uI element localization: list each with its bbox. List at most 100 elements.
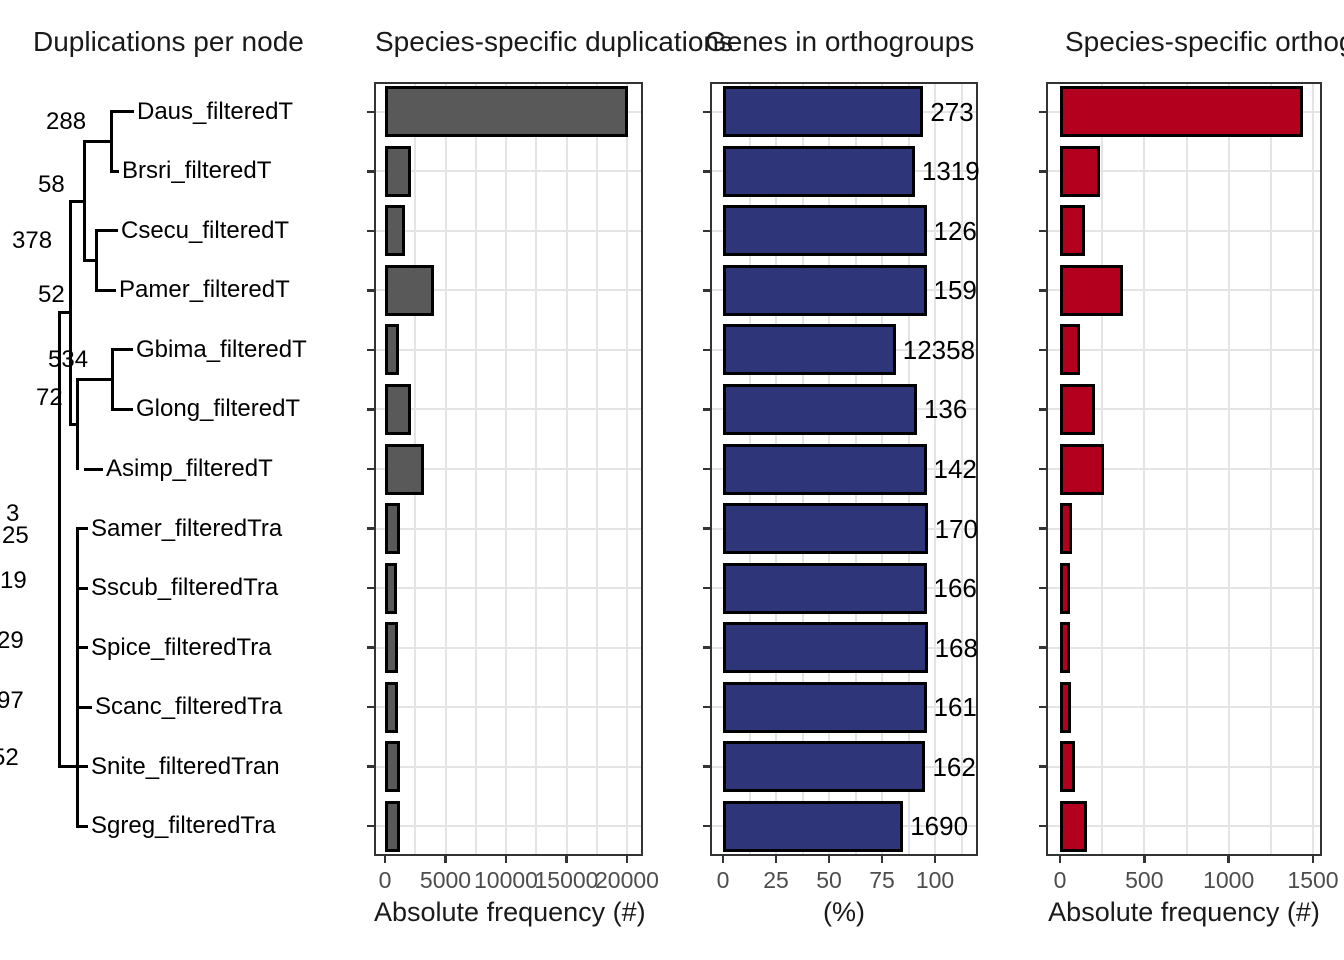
bar-value-label: 136 (923, 394, 968, 425)
y-tick-mark (367, 348, 374, 352)
bar-value-label: 168 (934, 632, 978, 663)
tree-branch-horizontal (112, 348, 133, 352)
bar-value-label: 126 (933, 215, 977, 246)
y-tick-mark (703, 646, 710, 649)
bar-blue-sgreg (723, 800, 904, 852)
gridline-horizontal (376, 408, 641, 411)
tree-node-label: 29 (0, 627, 24, 654)
tree-branch-vertical (109, 110, 113, 173)
y-tick-mark (1039, 824, 1046, 828)
bar-value-label: 161 (933, 692, 977, 723)
y-tick-mark (367, 765, 374, 768)
y-tick-mark (1039, 348, 1046, 352)
gridline-horizontal (376, 646, 641, 649)
title-genes-in-orthogroups: Genes in orthogroups (705, 26, 975, 57)
y-tick-mark (367, 527, 374, 530)
bar-blue-sscub (723, 562, 927, 614)
x-tick-mark (1227, 856, 1230, 863)
bar-blue-daus (723, 86, 924, 138)
gridline-horizontal (1048, 468, 1320, 470)
y-tick-mark (703, 408, 710, 411)
bar-blue-glong (723, 383, 917, 435)
title-species-specific-duplications: Species-specific duplications (375, 26, 733, 57)
tree-branch-horizontal (111, 110, 134, 114)
y-tick-mark (703, 467, 710, 471)
bar-value-label: 273 (930, 96, 974, 127)
species-label-daus: Daus_filteredT (137, 97, 294, 125)
x-tick-label: 100 (915, 867, 955, 893)
bar-blue-samer (723, 503, 928, 555)
tree-branch-horizontal (77, 705, 92, 709)
bar-red-csecu (1060, 205, 1086, 257)
y-tick-mark (367, 110, 374, 114)
x-tick-mark (625, 856, 629, 863)
y-tick-mark (1039, 289, 1046, 292)
gridline-horizontal (376, 468, 641, 470)
tree-branch-horizontal (70, 422, 77, 426)
bar-red-sgreg (1060, 800, 1087, 852)
gridline-horizontal (376, 587, 641, 590)
bar-gray-spice (385, 622, 399, 674)
bar-gray-gbima (385, 324, 399, 376)
bar-gray-sscub (385, 562, 398, 614)
y-tick-mark (703, 705, 710, 709)
tree-node-label: 52 (38, 281, 65, 308)
bar-red-sscub (1060, 562, 1071, 614)
y-tick-mark (367, 170, 374, 173)
tree-branch-horizontal (112, 407, 133, 411)
tree-node-label: 97 (0, 687, 24, 714)
x-tick-label: 1500 (1287, 867, 1339, 893)
tree-node-label: 58 (38, 171, 65, 198)
gridline-horizontal (376, 706, 641, 709)
tree-branch-vertical (57, 311, 61, 769)
y-tick-mark (703, 289, 710, 292)
x-tick-mark (444, 856, 447, 863)
bar-gray-samer (385, 503, 400, 555)
x-tick-mark (880, 856, 884, 863)
tree-node-label: 72 (36, 384, 63, 411)
bar-gray-csecu (385, 205, 405, 257)
tree-branch-horizontal (59, 311, 70, 315)
x-tick-mark (1311, 856, 1315, 863)
gridline-horizontal (1048, 170, 1320, 173)
gray-x-axis-title: Absolute frequency (#) (374, 897, 646, 927)
x-tick-label: 25 (763, 867, 789, 893)
species-label-sscub: Sscub_filteredTra (91, 574, 279, 602)
tree-node-label: 19 (0, 567, 27, 594)
bar-blue-asimp (723, 443, 927, 495)
bar-blue-spice (723, 622, 928, 674)
y-tick-mark (1039, 408, 1046, 411)
gridline-horizontal (1048, 289, 1320, 292)
bar-red-scanc (1060, 681, 1071, 733)
x-tick-mark (933, 856, 937, 863)
y-tick-mark (367, 586, 374, 590)
tree-branch-vertical (75, 527, 79, 828)
y-tick-mark (703, 824, 710, 828)
bar-blue-gbima (723, 324, 896, 376)
x-tick-label: 500 (1125, 867, 1164, 893)
tree-branch-vertical (110, 348, 114, 411)
tree-branch-horizontal (77, 646, 88, 650)
x-tick-label: 0 (716, 867, 730, 893)
tree-branch-horizontal (84, 140, 111, 144)
tree-node-label: 3 (6, 500, 20, 527)
x-tick-label: 20000 (595, 867, 659, 893)
y-tick-mark (367, 646, 374, 649)
y-tick-mark (367, 408, 374, 411)
bar-value-label: 162 (932, 751, 976, 782)
y-tick-mark (367, 289, 374, 292)
bar-value-label: 166 (933, 573, 977, 604)
bar-value-label: 159 (933, 275, 977, 306)
gridline-horizontal (1048, 646, 1320, 649)
bar-red-snite (1060, 741, 1076, 793)
title-duplications-per-node: Duplications per node (33, 26, 304, 57)
x-tick-mark (565, 856, 568, 863)
x-tick-label: 15000 (534, 867, 599, 893)
bar-red-brsri (1060, 145, 1101, 197)
species-label-brsri: Brsri_filteredT (122, 157, 272, 185)
species-label-snite: Snite_filteredTran (91, 752, 280, 780)
phylogenetic-tree: Daus_filteredT Brsri_filteredT Csecu_filte… (0, 0, 346, 960)
species-label-asimp: Asimp_filteredT (106, 455, 273, 482)
bar-red-gbima (1060, 324, 1081, 376)
tree-node-label: 288 (46, 108, 87, 135)
